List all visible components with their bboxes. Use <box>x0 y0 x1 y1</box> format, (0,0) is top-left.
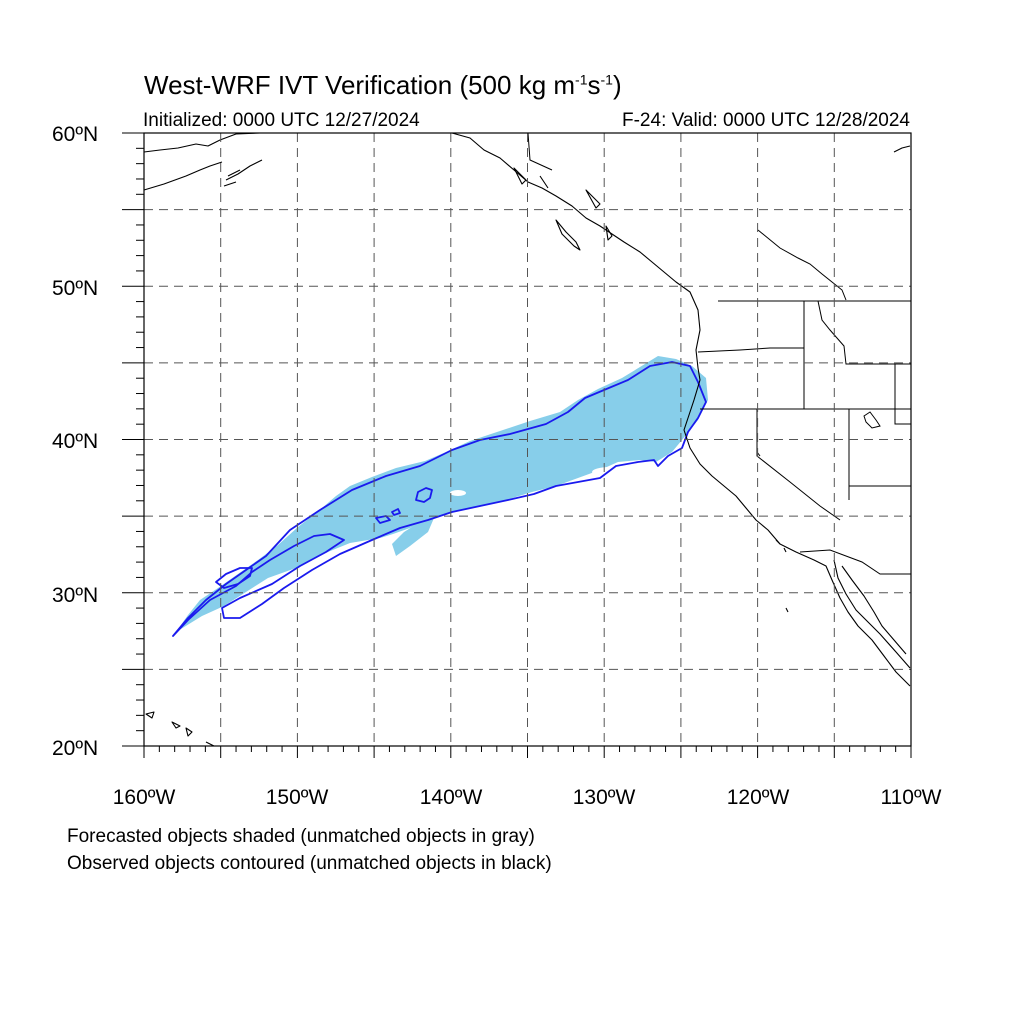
border-canada-alaska <box>527 132 553 171</box>
lon-label-120w: 120ºW <box>726 786 790 809</box>
islands-hawaii <box>145 711 215 747</box>
observed-objects <box>172 361 707 637</box>
lat-label-50: 50ºN <box>52 277 99 300</box>
map-title: West-WRF IVT Verification (500 kg m-1s-1… <box>144 70 622 100</box>
forecast-object-main <box>176 356 708 632</box>
border-nv-ca <box>756 409 841 521</box>
coastline-alaska <box>143 132 261 153</box>
valid-time: F-24: Valid: 0000 UTC 12/28/2024 <box>622 110 910 131</box>
forecast-hole-2 <box>592 467 628 477</box>
gridlines <box>144 133 911 746</box>
observed-object-inner-loop <box>215 567 253 589</box>
islands-bc <box>513 167 613 251</box>
lon-label-150w: 150ºW <box>265 786 329 809</box>
lon-label-160w: 160ºW <box>112 786 176 809</box>
lon-label-130w: 130ºW <box>572 786 636 809</box>
legend-observed-note: Observed objects contoured (unmatched ob… <box>67 853 552 874</box>
border-wa-or <box>697 347 804 353</box>
river-columbia <box>757 229 847 301</box>
coastlines <box>143 132 911 747</box>
forecast-hole-1 <box>450 490 466 496</box>
border-us-mexico <box>799 549 911 575</box>
lat-label-30: 30ºN <box>52 584 99 607</box>
coastline-baja <box>833 559 911 669</box>
lat-label-60: 60ºN <box>52 123 99 146</box>
coastline-gulf-california <box>841 565 907 655</box>
coastline-north-america <box>451 132 911 687</box>
border-wy <box>894 364 911 425</box>
legend-forecast-note: Forecasted objects shaded (unmatched obj… <box>67 826 535 847</box>
initialized-time: Initialized: 0000 UTC 12/27/2024 <box>143 110 420 131</box>
coastline-canada-ne <box>893 145 911 153</box>
observed-object-small-2 <box>375 515 391 524</box>
lat-label-40: 40ºN <box>52 430 99 453</box>
observed-object-small-1 <box>415 487 433 503</box>
observed-object-main <box>172 361 707 637</box>
islands-channel <box>775 539 789 613</box>
forecast-objects <box>176 356 708 632</box>
lake-utah <box>863 411 881 429</box>
coastline-alaska-2 <box>143 161 223 191</box>
forecast-object-south-lobe <box>392 518 434 556</box>
border-mt-id <box>817 300 911 365</box>
tick-marks <box>122 132 912 758</box>
lon-label-140w: 140ºW <box>419 786 483 809</box>
islands-alaska <box>223 159 263 187</box>
lon-label-110w: 110ºW <box>880 786 942 809</box>
political-borders <box>527 132 911 575</box>
observed-object-small-3 <box>391 508 401 516</box>
lat-label-20: 20ºN <box>52 737 99 760</box>
